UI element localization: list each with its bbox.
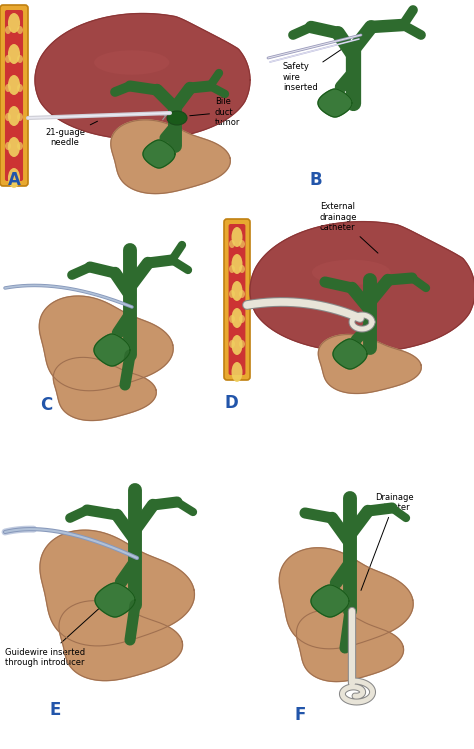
Ellipse shape bbox=[239, 340, 245, 348]
Ellipse shape bbox=[17, 142, 23, 150]
Ellipse shape bbox=[239, 265, 245, 273]
Text: External
drainage
catheter: External drainage catheter bbox=[320, 202, 378, 253]
Ellipse shape bbox=[229, 340, 235, 348]
Ellipse shape bbox=[5, 142, 11, 150]
Ellipse shape bbox=[231, 335, 243, 355]
Polygon shape bbox=[95, 583, 135, 617]
Ellipse shape bbox=[8, 44, 20, 64]
Text: A: A bbox=[8, 171, 21, 189]
Ellipse shape bbox=[229, 240, 235, 248]
Ellipse shape bbox=[8, 75, 20, 95]
Text: D: D bbox=[225, 394, 239, 412]
Ellipse shape bbox=[231, 281, 243, 301]
Ellipse shape bbox=[239, 290, 245, 298]
Ellipse shape bbox=[312, 260, 391, 285]
Polygon shape bbox=[318, 89, 352, 117]
Polygon shape bbox=[311, 585, 349, 617]
Text: Bile
duct
tumor: Bile duct tumor bbox=[190, 97, 240, 127]
Polygon shape bbox=[296, 610, 403, 682]
Ellipse shape bbox=[8, 168, 20, 188]
Ellipse shape bbox=[17, 55, 23, 63]
Ellipse shape bbox=[167, 111, 187, 125]
Ellipse shape bbox=[17, 113, 23, 121]
Ellipse shape bbox=[231, 362, 243, 382]
Ellipse shape bbox=[5, 84, 11, 92]
Polygon shape bbox=[53, 357, 156, 420]
Text: F: F bbox=[295, 706, 306, 724]
Ellipse shape bbox=[8, 106, 20, 126]
Text: 21-guage
needle: 21-guage needle bbox=[45, 121, 98, 147]
Ellipse shape bbox=[239, 240, 245, 248]
Ellipse shape bbox=[17, 26, 23, 34]
Polygon shape bbox=[250, 222, 474, 352]
Ellipse shape bbox=[94, 50, 169, 75]
Ellipse shape bbox=[231, 254, 243, 274]
Ellipse shape bbox=[231, 227, 243, 247]
Ellipse shape bbox=[229, 265, 235, 273]
Text: E: E bbox=[50, 701, 61, 719]
Ellipse shape bbox=[5, 26, 11, 34]
Ellipse shape bbox=[231, 308, 243, 328]
Polygon shape bbox=[39, 296, 173, 391]
Polygon shape bbox=[279, 548, 413, 649]
Ellipse shape bbox=[239, 315, 245, 323]
Polygon shape bbox=[40, 530, 194, 646]
Polygon shape bbox=[94, 334, 130, 366]
Text: B: B bbox=[310, 171, 323, 189]
Polygon shape bbox=[333, 339, 367, 369]
Polygon shape bbox=[111, 120, 230, 193]
Text: Guidewire inserted
through introducer: Guidewire inserted through introducer bbox=[5, 587, 123, 667]
FancyBboxPatch shape bbox=[0, 5, 28, 186]
Text: Drainage
catheter: Drainage catheter bbox=[361, 493, 414, 590]
Text: Safety
wire
inserted: Safety wire inserted bbox=[283, 49, 343, 92]
Ellipse shape bbox=[8, 13, 20, 33]
FancyBboxPatch shape bbox=[228, 224, 246, 375]
Polygon shape bbox=[35, 13, 250, 139]
Ellipse shape bbox=[8, 137, 20, 157]
Ellipse shape bbox=[229, 290, 235, 298]
FancyBboxPatch shape bbox=[224, 219, 250, 380]
Text: C: C bbox=[40, 396, 52, 414]
Polygon shape bbox=[59, 601, 182, 681]
FancyBboxPatch shape bbox=[5, 10, 23, 181]
Ellipse shape bbox=[17, 84, 23, 92]
Polygon shape bbox=[143, 140, 175, 168]
Polygon shape bbox=[319, 335, 421, 393]
Ellipse shape bbox=[229, 315, 235, 323]
Ellipse shape bbox=[5, 55, 11, 63]
Ellipse shape bbox=[5, 113, 11, 121]
